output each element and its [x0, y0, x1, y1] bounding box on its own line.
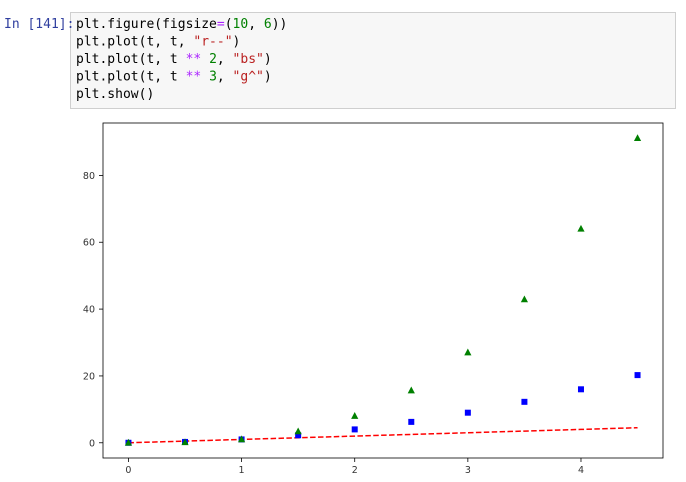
y-tick-label: 20: [83, 371, 95, 382]
code-line: plt.plot(t, t, "r--"): [76, 35, 240, 50]
marker-triangle: [181, 438, 189, 446]
code-line: plt.plot(t, t ** 2, "bs"): [76, 52, 272, 67]
marker-square: [464, 409, 471, 416]
x-tick-label: 0: [125, 465, 131, 476]
x-tick-label: 1: [239, 465, 245, 476]
y-tick-label: 40: [83, 305, 95, 316]
marker-square: [408, 418, 415, 425]
code-cell[interactable]: [70, 12, 676, 109]
y-tick-label: 80: [83, 171, 95, 182]
code-lines: plt.figure(figsize=(10, 6)) plt.plot(t, t…: [76, 17, 287, 102]
marker-triangle: [407, 386, 415, 394]
cell-prompt: In [141]:: [4, 17, 74, 32]
marker-triangle: [464, 348, 472, 356]
y-tick-label: 60: [83, 238, 95, 249]
marker-triangle: [633, 134, 642, 142]
marker-square: [295, 432, 302, 439]
code-line: plt.show(): [76, 87, 154, 102]
marker-square: [351, 426, 358, 433]
x-tick-label: 3: [465, 465, 471, 476]
code-line: plt.figure(figsize=(10, 6)): [76, 17, 287, 32]
marker-triangle: [351, 412, 359, 419]
marker-triangle: [294, 427, 302, 435]
marker-square: [634, 372, 641, 379]
series-line: [128, 426, 638, 444]
marker-triangle: [520, 295, 529, 303]
x-tick-label: 4: [578, 465, 584, 476]
code-line: plt.plot(t, t ** 3, "g^"): [76, 70, 272, 85]
marker-triangle: [237, 435, 246, 443]
marker-square: [577, 386, 584, 393]
y-tick-label: 0: [89, 438, 95, 449]
x-tick-label: 2: [352, 465, 358, 476]
marker-square: [521, 398, 528, 405]
marker-triangle: [577, 224, 585, 232]
marker-triangle: [124, 438, 133, 446]
plot-area: [102, 122, 664, 459]
